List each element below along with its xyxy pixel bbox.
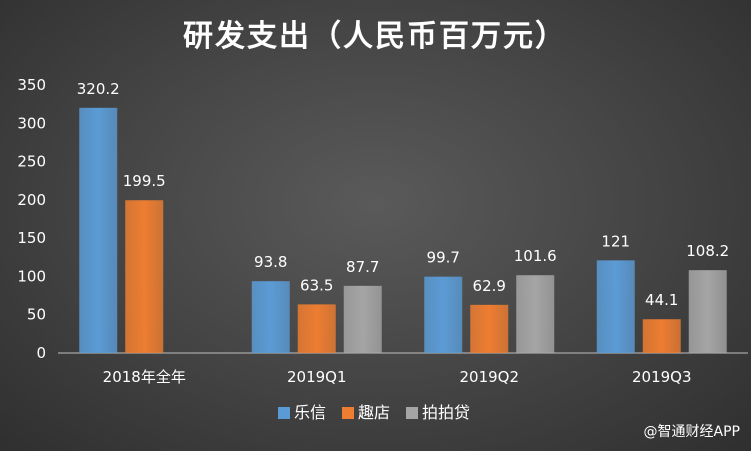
x-category-label: 2018年全年 (103, 368, 186, 386)
y-tick-label: 350 (17, 76, 46, 94)
x-category-label: 2019Q2 (459, 368, 519, 386)
data-label: 199.5 (123, 172, 166, 190)
bar-乐信 (251, 281, 290, 353)
bar-趣店 (125, 200, 164, 353)
data-label: 87.7 (346, 258, 379, 276)
legend-label: 乐信 (294, 403, 326, 422)
y-tick-label: 0 (36, 344, 46, 362)
data-label: 44.1 (645, 291, 678, 309)
bar-拍拍贷 (343, 285, 382, 353)
x-category-label: 2019Q3 (632, 368, 692, 386)
legend-swatch (406, 407, 418, 419)
data-label: 99.7 (427, 249, 460, 267)
watermark-text: @智通财经APP (644, 424, 740, 440)
data-label: 121 (601, 232, 630, 250)
bar-乐信 (596, 260, 635, 353)
legend: 乐信 趣店 拍拍贷 (278, 403, 470, 422)
data-label: 63.5 (300, 276, 333, 294)
bar-乐信 (424, 276, 463, 353)
data-label: 62.9 (473, 277, 506, 295)
y-axis: 0 50 100 150 200 250 300 350 (17, 76, 46, 362)
y-tick-label: 200 (17, 191, 46, 209)
bar-拍拍贷 (688, 270, 727, 353)
bar-趣店 (297, 304, 336, 353)
data-label: 108.2 (686, 242, 729, 260)
y-tick-label: 50 (27, 306, 46, 324)
legend-swatch (342, 407, 354, 419)
bar-乐信 (79, 107, 118, 353)
legend-label: 趣店 (358, 403, 390, 422)
y-tick-label: 250 (17, 153, 46, 171)
y-tick-label: 100 (17, 267, 46, 285)
legend-label: 拍拍贷 (422, 403, 470, 422)
data-label: 320.2 (77, 80, 120, 98)
legend-swatch (278, 407, 290, 419)
plot-area: 320.2 199.5 2018年全年 93.8 63.5 87.7 2019Q1 99.7 6… (77, 80, 729, 386)
data-label: 93.8 (254, 253, 287, 271)
y-tick-label: 300 (17, 114, 46, 132)
bar-拍拍贷 (516, 275, 555, 353)
data-label: 101.6 (514, 247, 557, 265)
bar-趣店 (470, 304, 509, 353)
chart-title: 研发支出（人民币百万元） (183, 19, 567, 54)
y-tick-label: 150 (17, 229, 46, 247)
bar-趣店 (642, 319, 681, 353)
x-category-label: 2019Q1 (287, 368, 347, 386)
